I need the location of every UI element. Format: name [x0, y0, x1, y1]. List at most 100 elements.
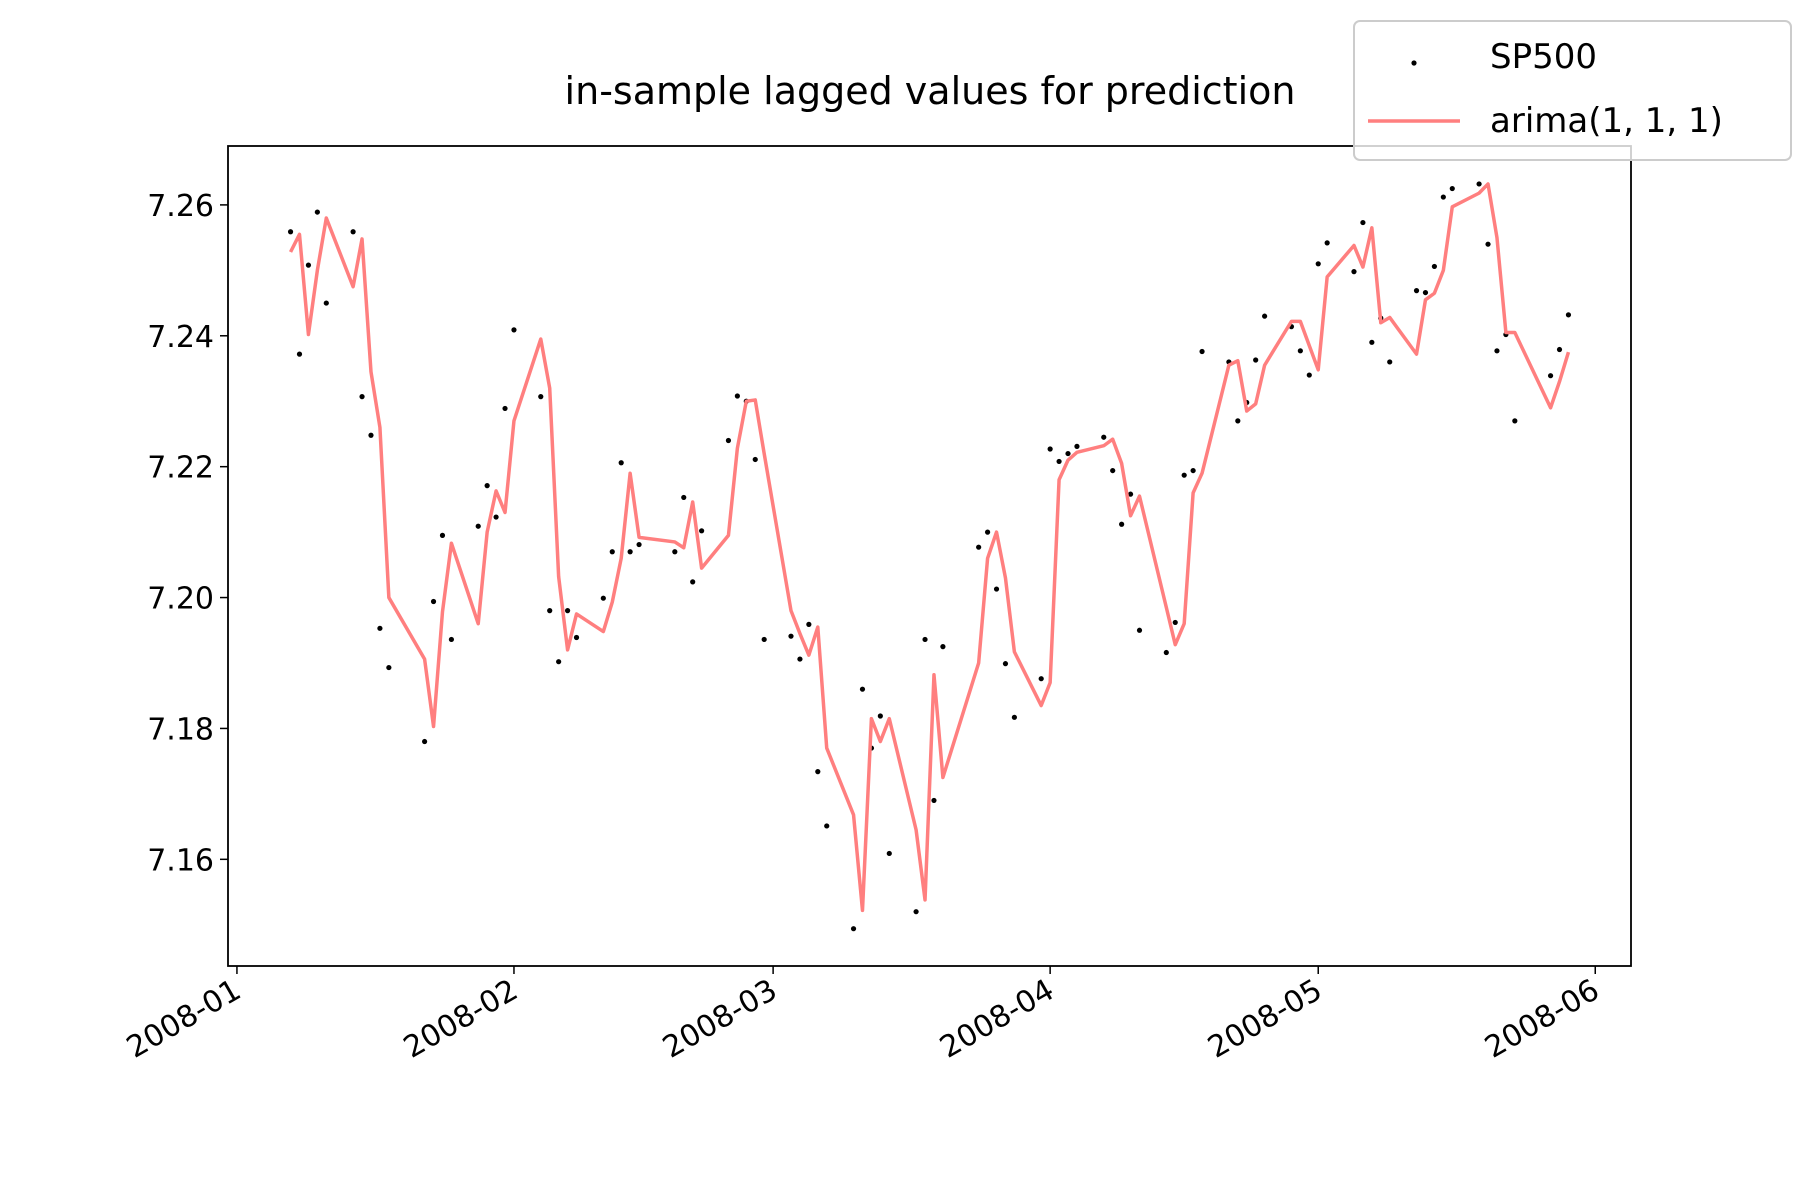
- data-point: [1119, 521, 1125, 527]
- data-point: [1065, 450, 1071, 457]
- x-tick-label: 2008-01: [121, 973, 247, 1066]
- data-point: [618, 460, 624, 466]
- data-point: [1172, 619, 1178, 626]
- data-point: [564, 608, 571, 614]
- data-point: [788, 633, 794, 639]
- data-point: [627, 549, 633, 555]
- data-point: [984, 529, 991, 535]
- data-point: [1190, 467, 1196, 474]
- data-point: [323, 300, 329, 306]
- data-point: [1485, 241, 1491, 247]
- data-point: [1306, 372, 1312, 378]
- data-point: [511, 327, 517, 333]
- data-point: [377, 625, 383, 631]
- data-point: [1351, 269, 1357, 275]
- data-point: [350, 229, 356, 235]
- y-tick-label: 7.18: [147, 712, 214, 747]
- data-point: [547, 608, 553, 614]
- data-point: [690, 579, 696, 585]
- data-point: [761, 636, 767, 643]
- data-point: [725, 437, 732, 444]
- data-point: [940, 644, 946, 650]
- y-tick-label: 7.26: [147, 189, 214, 224]
- data-point: [1369, 339, 1375, 345]
- data-point: [502, 405, 508, 412]
- data-point: [1056, 458, 1062, 465]
- data-point: [859, 686, 866, 692]
- data-point: [877, 713, 883, 719]
- y-tick-label: 7.24: [147, 320, 214, 355]
- data-point: [475, 523, 481, 529]
- data-point: [439, 532, 446, 538]
- data-point: [368, 432, 374, 438]
- data-point: [573, 634, 580, 641]
- data-point: [1011, 714, 1017, 720]
- data-point: [886, 850, 892, 857]
- y-tick-label: 7.20: [147, 582, 214, 617]
- data-point: [815, 769, 821, 775]
- chart-title: in-sample lagged values for prediction: [565, 69, 1296, 113]
- legend-marker: [1411, 60, 1417, 66]
- legend-box: [1353, 20, 1792, 161]
- data-point: [386, 664, 392, 671]
- data-point: [1324, 240, 1330, 246]
- data-point: [305, 262, 312, 268]
- data-point: [1136, 627, 1143, 633]
- data-point: [1163, 649, 1169, 656]
- data-point: [1440, 194, 1446, 200]
- data-point: [1047, 446, 1053, 452]
- data-point: [1494, 348, 1500, 354]
- data-point: [1262, 313, 1268, 319]
- data-point: [806, 621, 812, 627]
- data-point: [1556, 346, 1563, 353]
- data-point: [484, 483, 490, 489]
- data-point: [1512, 418, 1518, 424]
- x-tick-label: 2008-06: [1479, 973, 1605, 1066]
- data-point: [296, 351, 303, 357]
- data-point: [609, 549, 615, 555]
- data-point: [993, 586, 1000, 592]
- data-point: [1360, 219, 1366, 226]
- data-point: [1101, 434, 1107, 440]
- data-point: [1565, 312, 1572, 318]
- data-point: [913, 909, 919, 915]
- legend-label: SP500: [1490, 37, 1597, 77]
- data-point: [448, 636, 455, 643]
- data-point: [1413, 288, 1420, 294]
- data-point: [1181, 472, 1187, 478]
- data-point: [1110, 467, 1116, 474]
- plot-frame: [227, 145, 1632, 967]
- data-point: [824, 823, 830, 829]
- data-point: [1422, 289, 1429, 296]
- data-point: [1387, 359, 1393, 365]
- data-point: [1074, 443, 1080, 449]
- line-series: [288, 182, 1571, 913]
- data-point: [734, 393, 740, 399]
- data-point: [922, 636, 928, 643]
- data-point: [1449, 185, 1455, 192]
- x-tick-label: 2008-03: [657, 973, 783, 1066]
- data-point: [1002, 661, 1009, 667]
- data-point: [1297, 348, 1303, 354]
- y-tick-label: 7.22: [147, 451, 214, 486]
- data-point: [430, 598, 437, 605]
- y-tick-label: 7.16: [147, 843, 214, 878]
- data-point: [538, 394, 544, 400]
- legend-label: arima(1, 1, 1): [1490, 101, 1723, 141]
- data-point: [1038, 676, 1044, 682]
- data-point: [314, 209, 320, 215]
- x-tick-label: 2008-04: [934, 973, 1060, 1066]
- data-point: [681, 494, 687, 501]
- data-point: [1547, 373, 1554, 379]
- data-point: [636, 541, 642, 548]
- data-point: [493, 514, 499, 520]
- data-point: [1235, 418, 1241, 424]
- data-point: [699, 528, 705, 534]
- data-point: [1127, 491, 1134, 497]
- data-point: [1199, 348, 1205, 355]
- x-tick-label: 2008-05: [1202, 973, 1328, 1066]
- data-point: [672, 549, 678, 555]
- data-point: [1476, 181, 1482, 187]
